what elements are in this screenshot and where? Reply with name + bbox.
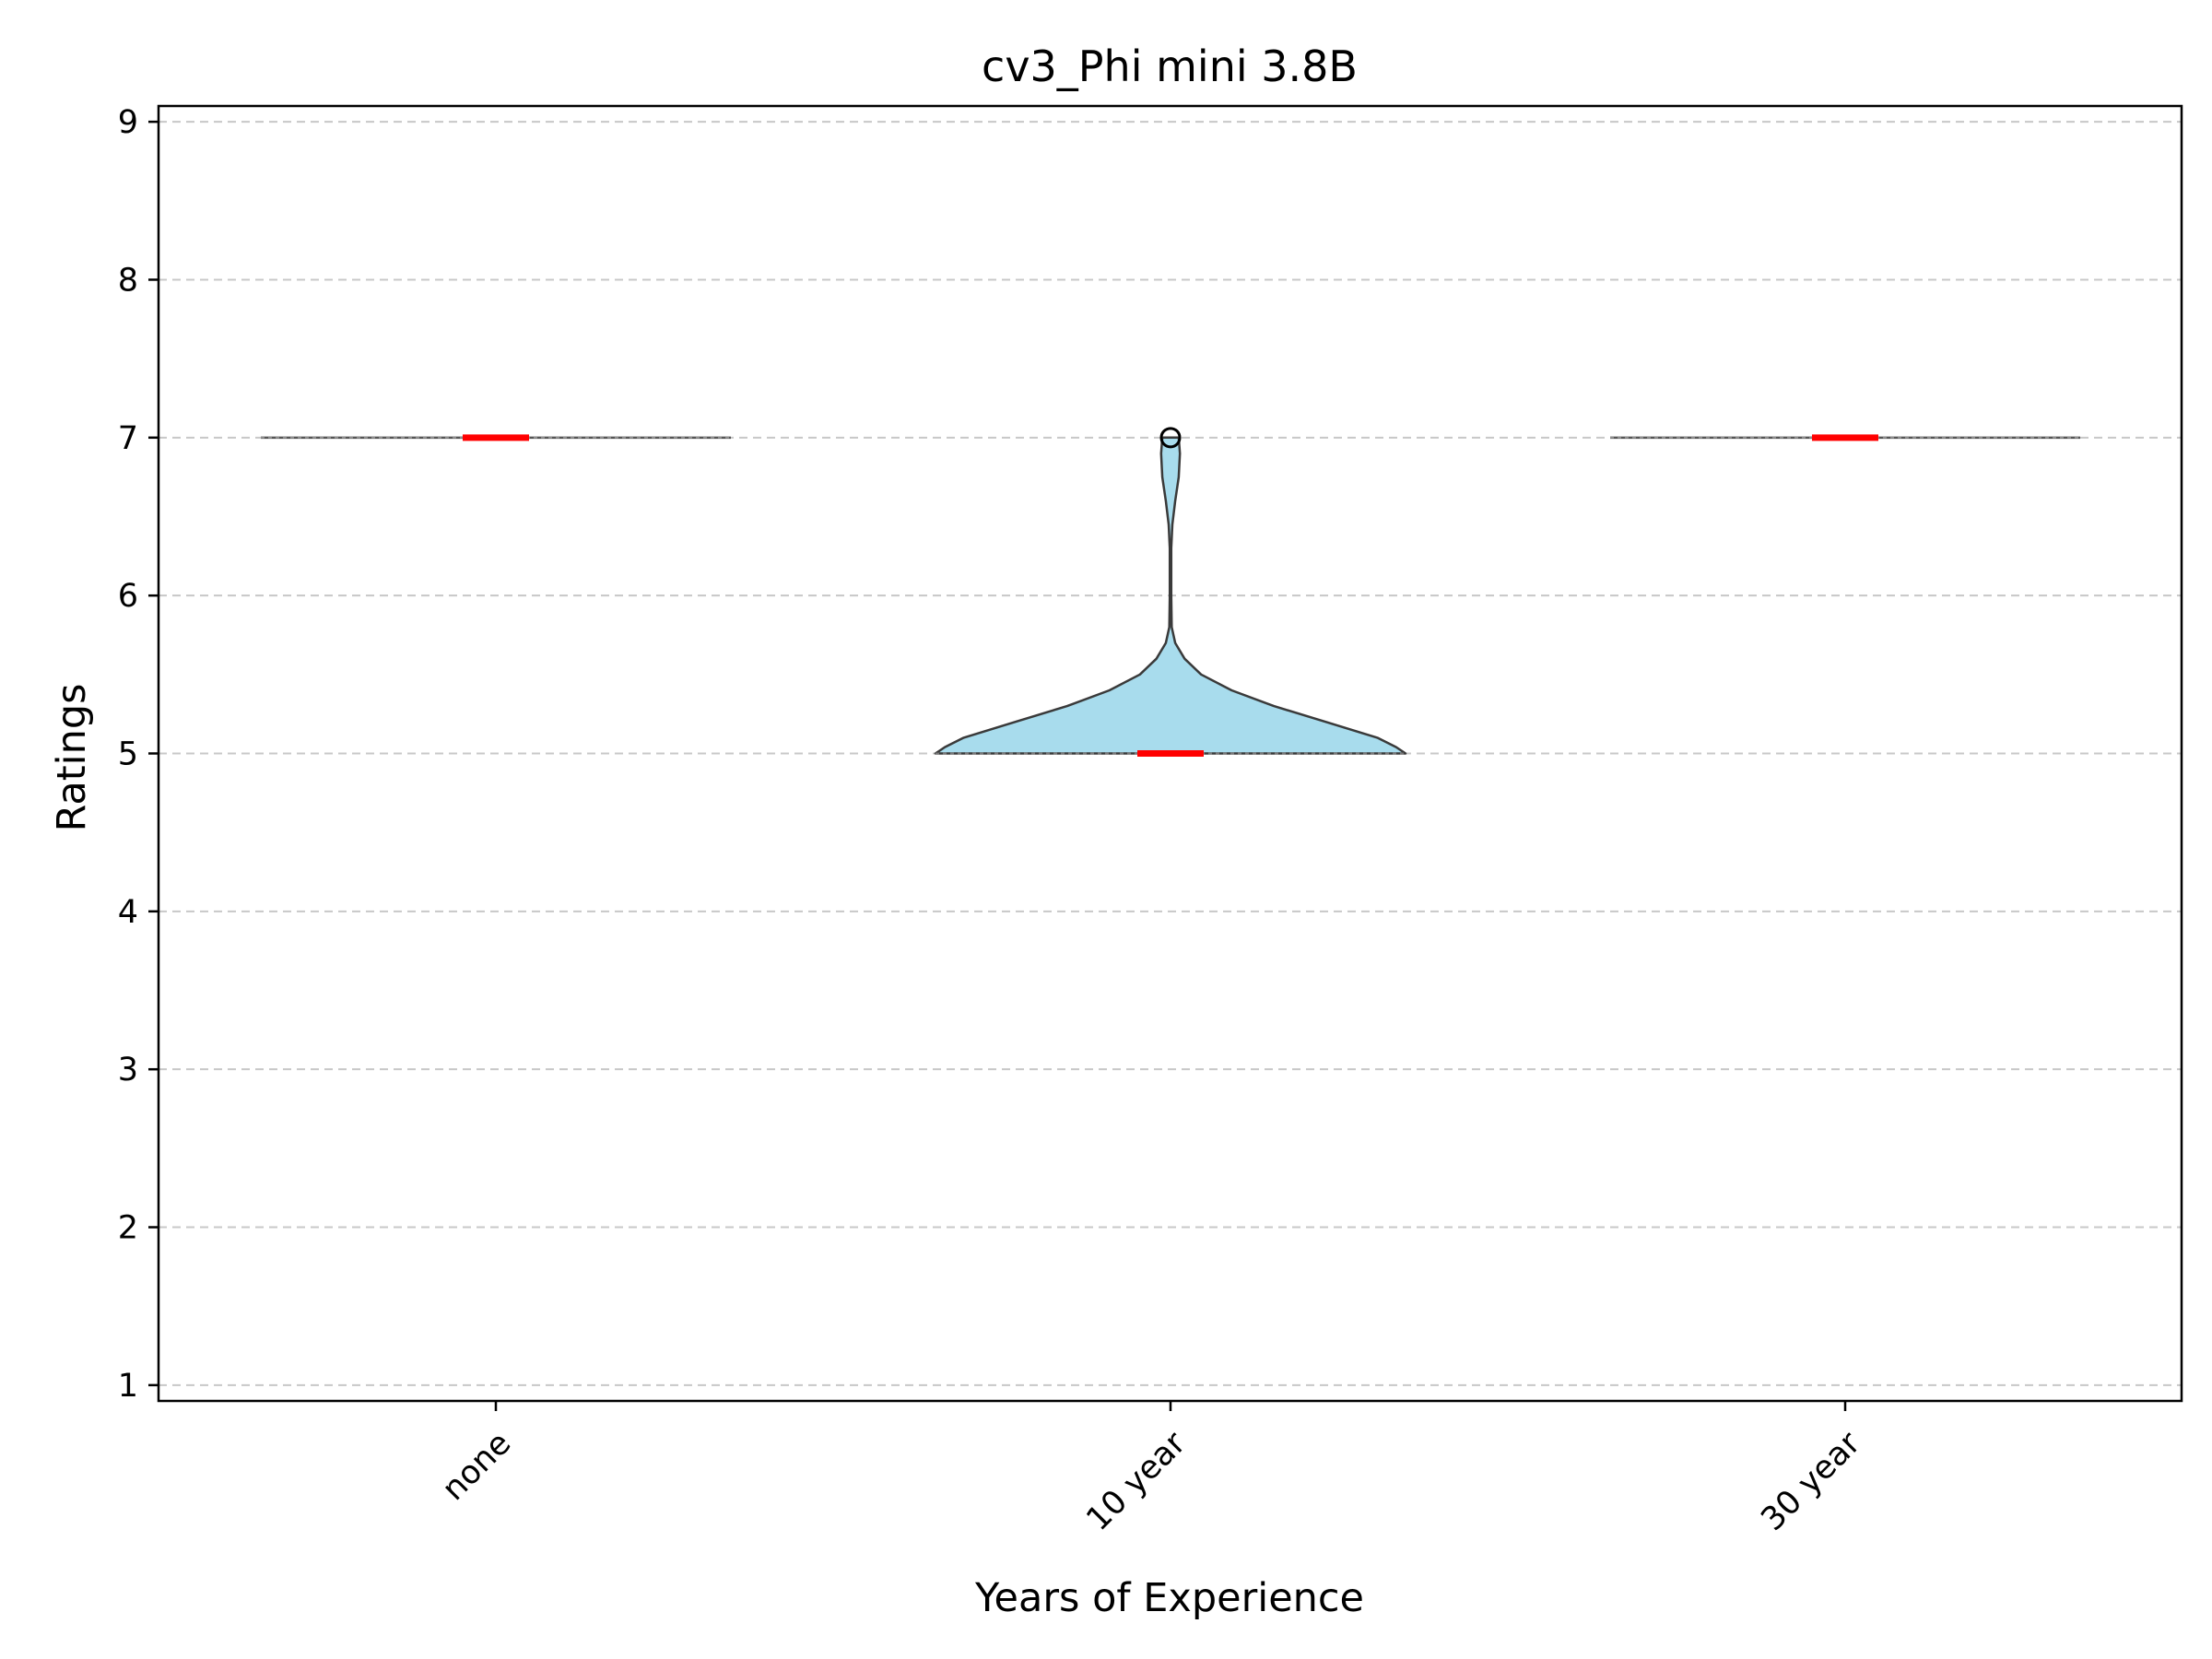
y-tick-label: 2 bbox=[118, 1210, 138, 1247]
y-tick-label: 8 bbox=[118, 262, 138, 299]
y-tick-label: 9 bbox=[118, 104, 138, 141]
y-tick-label: 6 bbox=[118, 578, 138, 615]
y-tick-label: 5 bbox=[118, 736, 138, 773]
y-axis-label: Ratings bbox=[49, 683, 95, 831]
y-tick-label: 4 bbox=[118, 894, 138, 931]
y-tick-label: 3 bbox=[118, 1052, 138, 1088]
violins bbox=[261, 427, 2080, 757]
y-tick-label: 7 bbox=[118, 420, 138, 457]
y-axis-ticks: 1 2 3 4 5 6 7 8 9 bbox=[118, 104, 159, 1405]
chart-title: cv3_Phi mini 3.8B bbox=[982, 41, 1358, 91]
y-tick-label: 1 bbox=[118, 1368, 138, 1405]
outlier-point bbox=[1159, 427, 1182, 449]
x-axis-label: Years of Experience bbox=[974, 1575, 1364, 1621]
